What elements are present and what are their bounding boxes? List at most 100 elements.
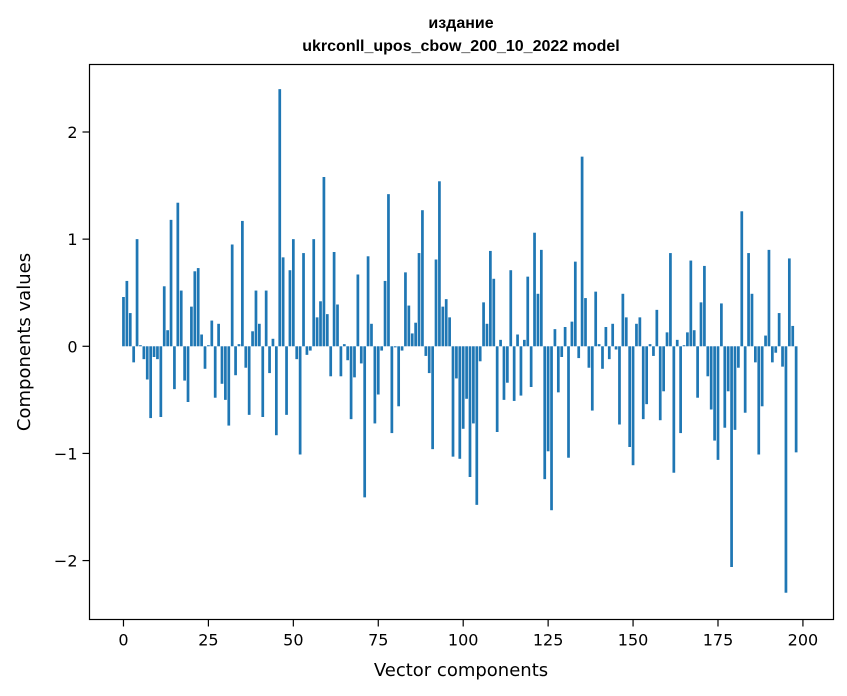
x-tick-label: 200 (788, 631, 819, 650)
y-tick-label: −1 (54, 444, 78, 463)
bar (665, 332, 669, 347)
bar (635, 323, 638, 347)
bar (414, 322, 417, 347)
bar (227, 346, 231, 426)
bar (393, 346, 397, 348)
bar (373, 346, 377, 424)
bar (604, 327, 608, 347)
bar (740, 211, 744, 347)
bar (291, 239, 295, 347)
bar (244, 346, 248, 368)
bar (207, 345, 210, 347)
bar (506, 346, 509, 383)
bar (516, 334, 519, 347)
bar (169, 219, 173, 347)
bar (563, 327, 567, 347)
bar (366, 256, 370, 347)
bar (281, 257, 285, 347)
bar (325, 314, 329, 347)
x-tick-label: 25 (198, 631, 218, 650)
bar (519, 346, 523, 396)
bar (533, 232, 536, 347)
bar (465, 346, 468, 399)
bar (478, 346, 482, 362)
bar (410, 333, 414, 347)
x-tick-label: 50 (283, 631, 303, 650)
bar (594, 291, 598, 347)
bar (451, 346, 455, 457)
bar (220, 346, 224, 384)
bar (618, 346, 621, 425)
bar (652, 346, 655, 356)
bar (692, 330, 696, 347)
bar (529, 346, 533, 387)
bar (400, 346, 404, 351)
bar (312, 239, 316, 347)
bar (787, 258, 791, 347)
bar (716, 346, 720, 460)
bar (261, 346, 265, 417)
bar (458, 346, 462, 459)
bar (359, 346, 363, 364)
x-tick-label: 100 (448, 631, 479, 650)
bar (597, 344, 601, 347)
bar (139, 345, 142, 347)
bar (757, 346, 761, 455)
bar (546, 346, 550, 452)
y-axis-ticks: −2 −1 0 1 2 (54, 123, 90, 571)
bar (499, 339, 502, 347)
bar (764, 335, 767, 347)
bar (183, 346, 186, 381)
bar (417, 253, 421, 347)
bar (747, 253, 750, 347)
bar (305, 346, 309, 355)
bar (254, 290, 258, 347)
bar (441, 306, 445, 347)
bar (159, 346, 163, 417)
x-tick-label: 75 (368, 631, 388, 650)
bar (502, 346, 506, 400)
x-tick-label: 175 (703, 631, 734, 650)
bar (448, 317, 451, 347)
bar (376, 346, 380, 395)
bar (203, 346, 207, 369)
bar (241, 220, 244, 347)
bar (696, 346, 699, 398)
bar (404, 272, 407, 347)
bar (224, 346, 227, 400)
bar (370, 323, 373, 347)
bar (737, 346, 740, 368)
bar (682, 345, 686, 347)
bar (319, 301, 322, 347)
bar (421, 210, 424, 347)
bar (485, 323, 489, 347)
bar (353, 346, 356, 378)
bar (122, 297, 125, 347)
y-tick-label: 0 (67, 337, 77, 356)
bar (791, 325, 795, 347)
bar (675, 339, 679, 347)
bar (567, 346, 570, 458)
bar (638, 317, 642, 347)
bar (794, 346, 798, 453)
bar (251, 331, 254, 347)
bar (190, 306, 193, 347)
bar (475, 346, 479, 505)
bar (723, 346, 727, 428)
bar (601, 346, 604, 369)
bar (288, 270, 292, 347)
bar (553, 329, 557, 347)
bar (641, 346, 645, 420)
chart-title-line-2: ukrconll_upos_cbow_200_10_2022 model (302, 38, 619, 55)
bar (427, 346, 431, 374)
bar (526, 276, 530, 347)
bar (271, 338, 275, 347)
bar (468, 346, 472, 477)
bar (587, 346, 591, 368)
bar (522, 339, 526, 347)
bar (631, 346, 635, 466)
x-tick-label: 0 (118, 631, 128, 650)
bar (767, 249, 771, 347)
bar (407, 305, 411, 347)
bar (570, 321, 574, 347)
